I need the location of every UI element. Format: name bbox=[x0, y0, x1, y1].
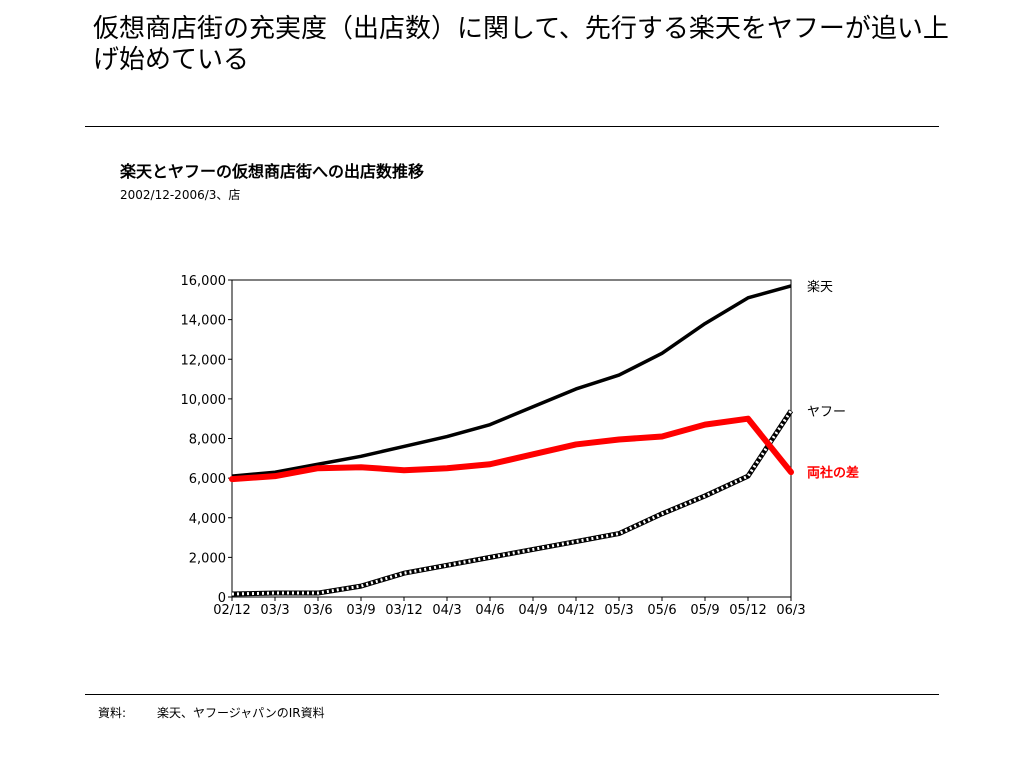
y-tick-label: 4,000 bbox=[189, 512, 226, 527]
source-text: 楽天、ヤフージャパンのIR資料 bbox=[157, 706, 325, 720]
page-headline: 仮想商店街の充実度（出店数）に関して、先行する楽天をヤフーが追い上げ始めている bbox=[93, 14, 949, 75]
x-tick-label: 03/3 bbox=[260, 603, 289, 618]
y-tick-label: 8,000 bbox=[189, 433, 226, 448]
y-tick-label: 14,000 bbox=[181, 314, 227, 329]
x-tick-label: 05/6 bbox=[647, 603, 676, 618]
y-tick-label: 16,000 bbox=[181, 274, 227, 289]
top-divider bbox=[85, 126, 939, 127]
bottom-divider bbox=[85, 694, 939, 695]
series-line-rakuten bbox=[231, 284, 792, 478]
x-tick-label: 05/12 bbox=[729, 603, 766, 618]
x-tick-label: 02/12 bbox=[213, 603, 250, 618]
x-tick-label: 04/9 bbox=[518, 603, 547, 618]
y-tick-label: 10,000 bbox=[181, 393, 227, 408]
plot-frame bbox=[231, 279, 792, 598]
x-tick-label: 05/3 bbox=[604, 603, 633, 618]
chart-title: 楽天とヤフーの仮想商店街への出店数推移 bbox=[120, 162, 425, 181]
y-tick-label: 0 bbox=[218, 591, 226, 606]
source-label: 資料: bbox=[98, 706, 127, 720]
series-label-yahoo: ヤフー bbox=[807, 405, 846, 420]
y-tick-label: 12,000 bbox=[181, 353, 227, 368]
x-tick-label: 03/12 bbox=[385, 603, 422, 618]
x-tick-label: 04/12 bbox=[557, 603, 594, 618]
series-label-difference: 両社の差 bbox=[807, 465, 859, 481]
chart-subtitle: 2002/12-2006/3、店 bbox=[120, 188, 241, 202]
series-line-yahoo-base bbox=[231, 409, 794, 597]
series-line-yahoo-hatch bbox=[231, 409, 793, 596]
x-tick-label: 04/3 bbox=[432, 603, 461, 618]
series-label-rakuten: 楽天 bbox=[807, 279, 833, 295]
x-tick-label: 06/3 bbox=[776, 603, 805, 618]
y-tick-label: 2,000 bbox=[189, 551, 226, 566]
x-tick-label: 04/6 bbox=[475, 603, 504, 618]
x-tick-label: 03/6 bbox=[303, 603, 332, 618]
y-tick-label: 6,000 bbox=[189, 472, 226, 487]
x-tick-label: 05/9 bbox=[690, 603, 719, 618]
x-tick-label: 03/9 bbox=[346, 603, 375, 618]
series-line-difference bbox=[229, 415, 794, 483]
